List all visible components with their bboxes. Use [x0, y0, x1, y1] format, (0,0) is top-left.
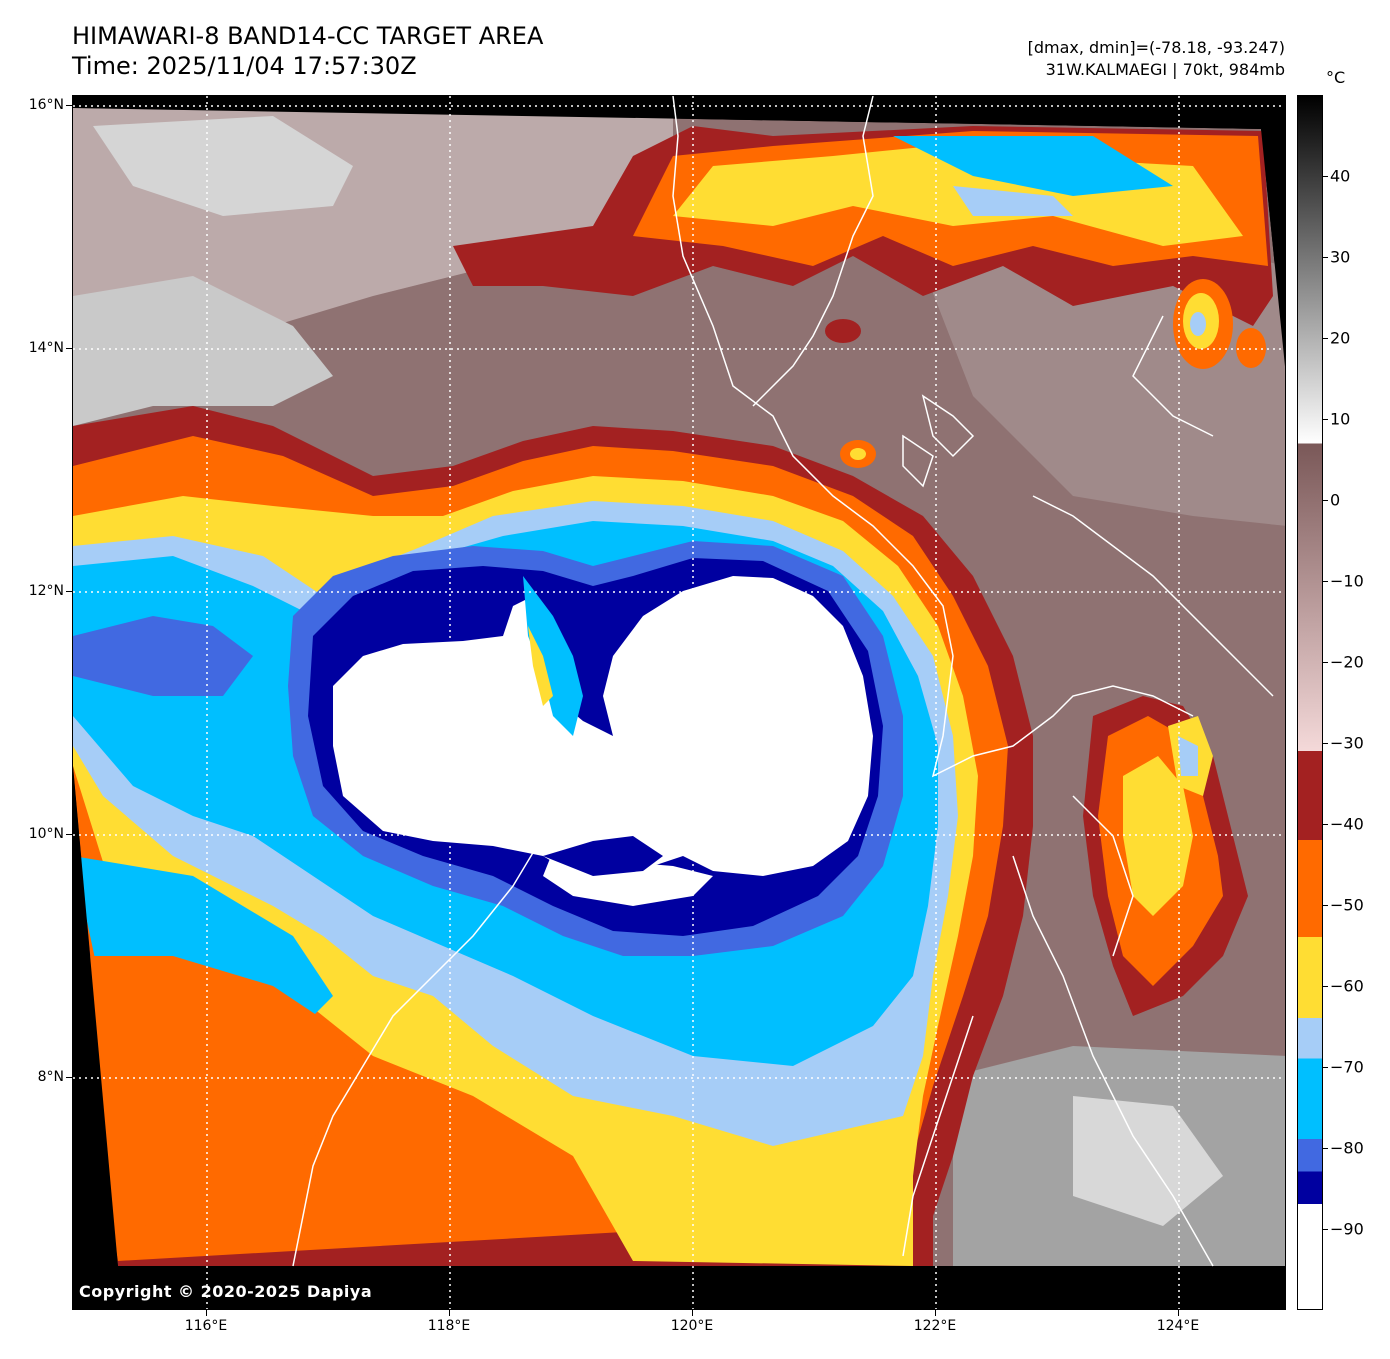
- colorbar-tick-label: −80: [1330, 1138, 1364, 1158]
- colorbar-unit: °C: [1326, 68, 1346, 87]
- lon-label-120e: 120°E: [670, 1318, 714, 1334]
- colorbar-tick-label: −90: [1330, 1219, 1364, 1239]
- lon-label-116e: 116°E: [184, 1318, 228, 1334]
- colorbar: [1297, 95, 1323, 1310]
- chart-title: HIMAWARI-8 BAND14-CC TARGET AREA: [72, 22, 544, 50]
- colorbar-tick-label: 30: [1330, 247, 1351, 267]
- lat-label-16n: 16°N: [28, 97, 64, 113]
- colorbar-tick-label: 20: [1330, 328, 1351, 348]
- colorbar-tick-label: −50: [1330, 895, 1364, 915]
- lon-label-118e: 118°E: [427, 1318, 471, 1334]
- lat-label-8n: 8°N: [37, 1069, 64, 1085]
- copyright-text: Copyright © 2020-2025 Dapiya: [79, 1282, 373, 1301]
- imagery-swath: [73, 96, 1285, 1309]
- colorbar-tick-label: −60: [1330, 976, 1364, 996]
- lat-label-10n: 10°N: [28, 826, 64, 842]
- colorbar-tick-label: −40: [1330, 814, 1364, 834]
- storm-info-label: 31W.KALMAEGI | 70kt, 984mb: [1045, 60, 1285, 79]
- colorbar-tick-label: −70: [1330, 1057, 1364, 1077]
- colorbar-tick-label: 40: [1330, 166, 1351, 186]
- coastlines: [292, 96, 1274, 1267]
- data-range-label: [dmax, dmin]=(-78.18, -93.247): [1027, 38, 1285, 57]
- colorbar-tick-label: 10: [1330, 409, 1351, 429]
- colorbar-tick-label: −20: [1330, 652, 1364, 672]
- chart-time: Time: 2025/11/04 17:57:30Z: [72, 52, 417, 80]
- satellite-map: Copyright © 2020-2025 Dapiya: [72, 95, 1286, 1310]
- lon-label-122e: 122°E: [913, 1318, 957, 1334]
- colorbar-tick-label: −10: [1330, 571, 1364, 591]
- gridlines: [73, 96, 1285, 1309]
- colorbar-tick-label: −30: [1330, 733, 1364, 753]
- colorbar-tick-label: 0: [1330, 490, 1341, 510]
- lat-label-12n: 12°N: [28, 583, 64, 599]
- lat-label-14n: 14°N: [28, 340, 64, 356]
- lon-label-124e: 124°E: [1156, 1318, 1200, 1334]
